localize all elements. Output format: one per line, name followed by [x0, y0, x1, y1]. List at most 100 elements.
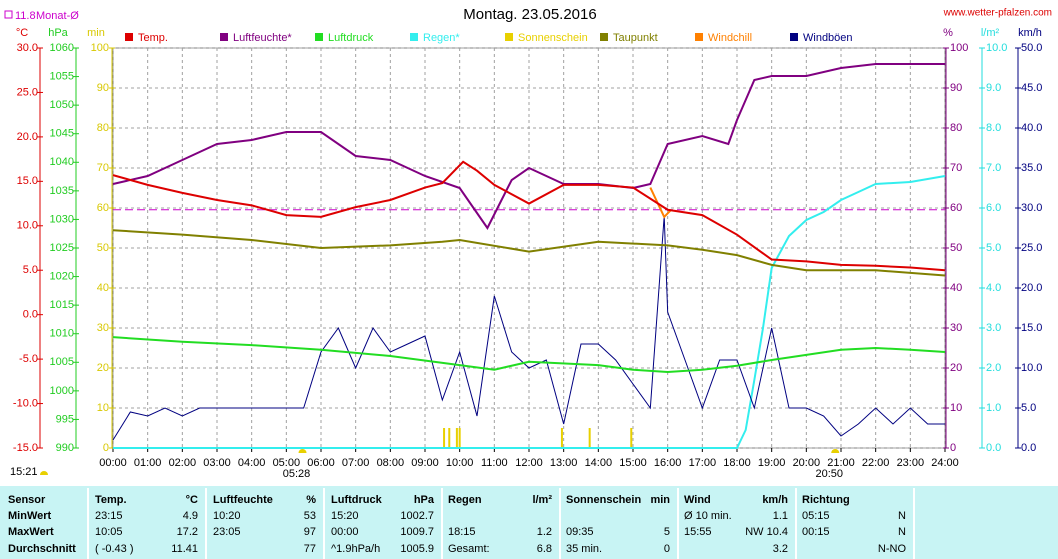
x-tick-label: 19:00 — [758, 457, 786, 469]
table-cell: 00:15 — [802, 526, 830, 538]
table-row-label: MinWert — [8, 510, 52, 522]
axis-tick-label: 1000 — [50, 385, 74, 397]
legend-label: Windböen — [803, 32, 853, 44]
axis-tick-label: 1055 — [50, 70, 74, 82]
sunrise-marker — [298, 449, 307, 453]
table-cell: Luftdruck — [331, 494, 383, 506]
axis-unit: °C — [16, 27, 28, 39]
axis-tick-label: 6.0 — [986, 202, 1001, 214]
series-line — [112, 336, 946, 374]
table-cell: 97 — [304, 526, 316, 538]
x-tick-label: 18:00 — [723, 457, 751, 469]
x-tick-label: 24:00 — [931, 457, 959, 469]
table-cell: 23:05 — [213, 526, 241, 538]
table-cell: N — [898, 526, 906, 538]
axis-tick-label: 20.0 — [17, 131, 38, 143]
axis-tick-label: 30 — [97, 322, 109, 334]
table-cell: Ø 10 min. — [684, 510, 732, 522]
legend-swatch — [315, 33, 323, 41]
table-cell: °C — [186, 494, 198, 506]
legend-label: Windchill — [708, 32, 752, 44]
axis-unit: hPa — [48, 27, 68, 39]
legend-label: Regen* — [423, 32, 460, 44]
series-line — [112, 215, 945, 441]
series-line — [112, 229, 946, 277]
axis-tick-label: 1025 — [50, 242, 74, 254]
table-cell: Temp. — [95, 494, 127, 506]
axis-unit: % — [943, 27, 953, 39]
axis-tick-label: 1035 — [50, 185, 74, 197]
table-cell: 53 — [304, 510, 316, 522]
axis-tick-label: 1040 — [50, 156, 74, 168]
table-row-label: Durchschnitt — [8, 543, 76, 555]
axis-tick-label: 10.0 — [17, 220, 38, 232]
table-cell: 1005.9 — [400, 543, 434, 555]
series-line — [113, 175, 946, 449]
series-line — [112, 160, 946, 272]
axis-tick-label: 50 — [950, 242, 962, 254]
x-tick-label: 03:00 — [203, 457, 231, 469]
sunrise-label: 05:28 — [283, 468, 311, 480]
axis-tick-label: 45.0 — [1021, 82, 1042, 94]
axis-tick-label: 40 — [97, 282, 109, 294]
x-tick-label: 13:00 — [550, 457, 578, 469]
x-tick-label: 01:00 — [134, 457, 162, 469]
table-cell: 4.9 — [183, 510, 198, 522]
axis-tick-label: 0.0 — [1021, 442, 1036, 454]
axis-tick-label: 70 — [950, 162, 962, 174]
axis-tick-label: 1015 — [50, 299, 74, 311]
axis-tick-label: 2.0 — [986, 362, 1001, 374]
table-cell: Gesamt: — [448, 543, 490, 555]
axis-tick-label: 30 — [950, 322, 962, 334]
axis-tick-label: 1030 — [50, 213, 74, 225]
legend-swatch — [695, 33, 703, 41]
table-cell: Sonnenschein — [566, 494, 641, 506]
table-cell: 1.1 — [773, 510, 788, 522]
axis-tick-label: -15.0 — [13, 442, 38, 454]
axis-unit: km/h — [1018, 27, 1042, 39]
axis-tick-label: 35.0 — [1021, 162, 1042, 174]
stats-table: Sensor Temp. °C Luftfeuchte% Luftdruck hPa Reg… — [0, 486, 1058, 559]
sun-icon — [40, 471, 48, 475]
x-tick-label: 21:00 — [827, 457, 855, 469]
table-row-label: Sensor — [8, 494, 46, 506]
axis-tick-label: 20.0 — [1021, 282, 1042, 294]
axis-tick-label: 90 — [950, 82, 962, 94]
table-cell: 5 — [664, 526, 670, 538]
table-cell: km/h — [762, 494, 788, 506]
axis-tick-label: 80 — [97, 122, 109, 134]
sunshine-bar — [630, 428, 633, 448]
table-cell: 17.2 — [177, 526, 198, 538]
axis-unit: min — [87, 27, 105, 39]
axis-tick-label: 3.0 — [986, 322, 1001, 334]
axis-tick-label: 15.0 — [1021, 322, 1042, 334]
sunset-marker — [831, 449, 840, 453]
sunshine-bar — [458, 428, 461, 448]
mean-icon — [4, 10, 13, 19]
x-tick-label: 12:00 — [515, 457, 543, 469]
x-tick-label: 05:00 — [273, 457, 301, 469]
axis-tick-label: 30.0 — [17, 42, 38, 54]
legend-swatch — [410, 33, 418, 41]
legend-label: Luftdruck — [328, 32, 374, 44]
x-tick-label: 04:00 — [238, 457, 266, 469]
axis-tick-label: 5.0 — [23, 264, 38, 276]
table-cell: l/m² — [532, 494, 552, 506]
table-cell: Richtung — [802, 494, 850, 506]
mean-value: 11.8 — [15, 10, 36, 22]
sunset-label: 20:50 — [815, 468, 843, 480]
x-tick-label: 10:00 — [446, 457, 474, 469]
axis-tick-label: 9.0 — [986, 82, 1001, 94]
table-row-label: MaxWert — [8, 526, 54, 538]
x-tick-label: 00:00 — [99, 457, 127, 469]
x-tick-label: 15:00 — [619, 457, 647, 469]
axis-tick-label: 100 — [91, 42, 109, 54]
x-tick-label: 06:00 — [307, 457, 335, 469]
axis-tick-label: 10.0 — [1021, 362, 1042, 374]
table-cell: N-NO — [878, 543, 907, 555]
axis-tick-label: 20 — [97, 362, 109, 374]
axis-tick-label: 990 — [56, 442, 74, 454]
table-cell: N — [898, 510, 906, 522]
series-line — [649, 187, 672, 219]
